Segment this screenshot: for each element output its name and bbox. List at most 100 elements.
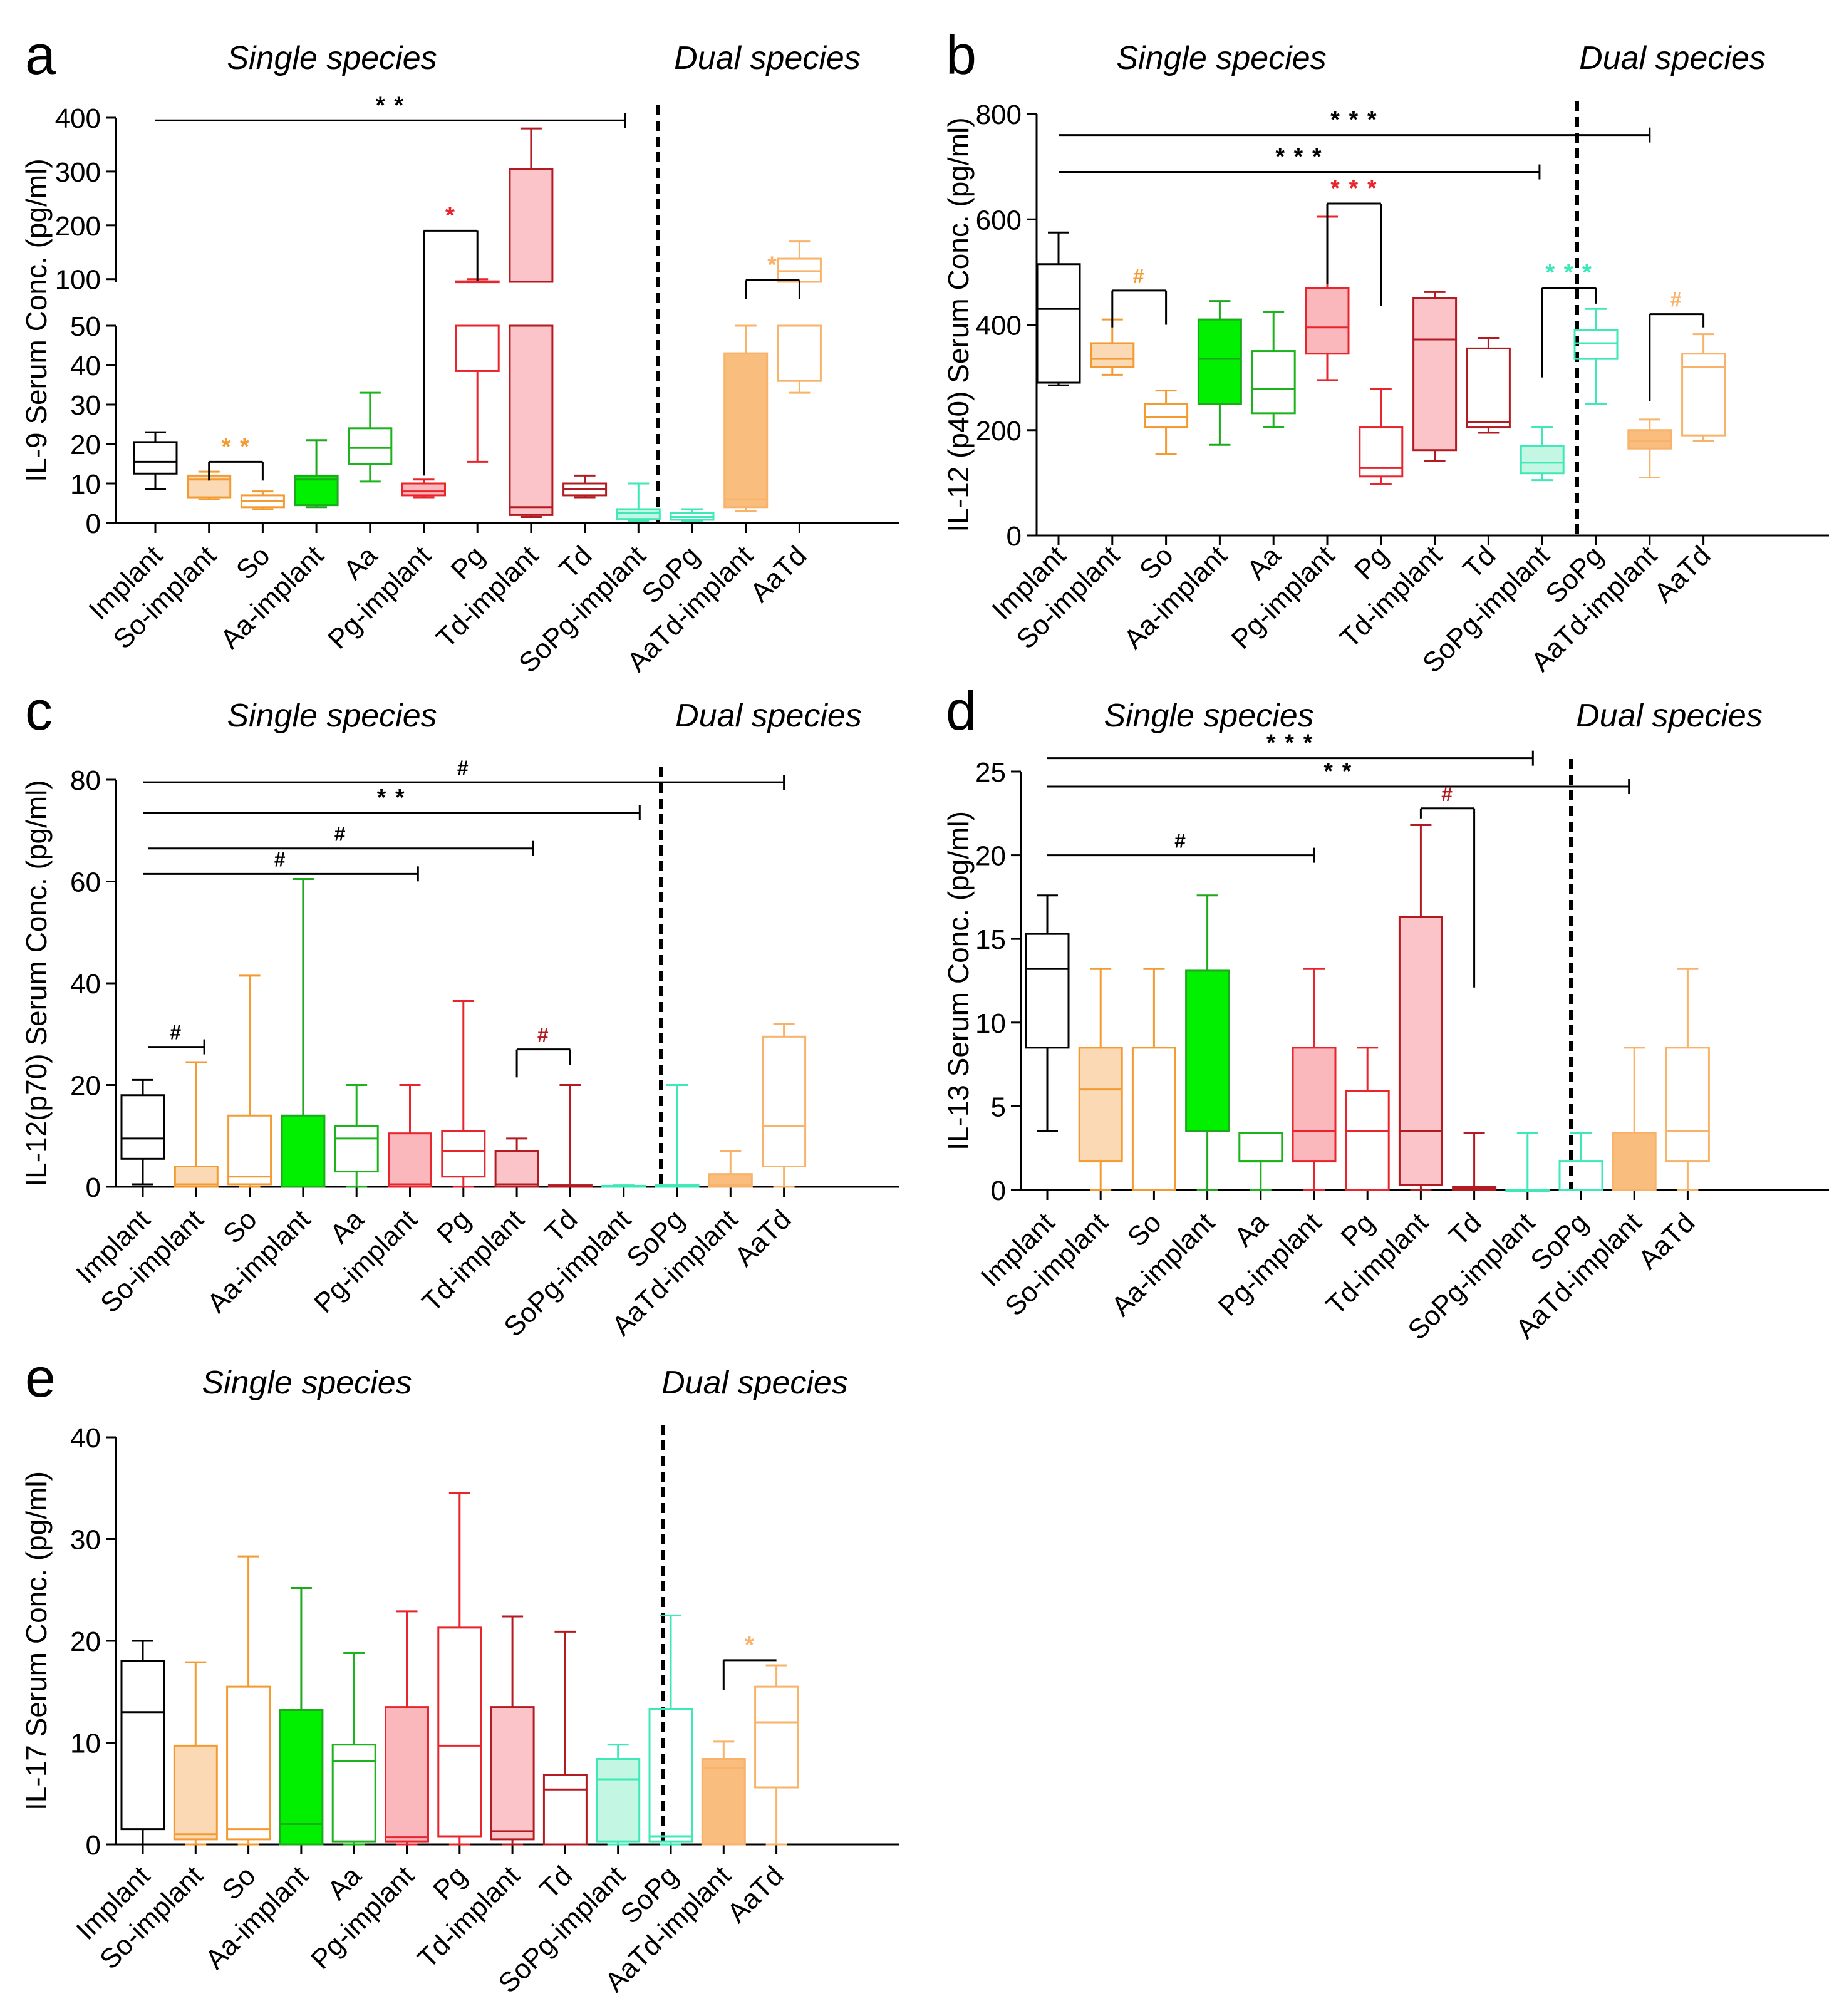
box-body	[723, 352, 769, 509]
panel-c: Single species Dual species 0 20 40 60 80 IL-12…	[20, 698, 899, 1343]
box-AaTd	[754, 1664, 799, 1846]
box-body	[1251, 350, 1296, 415]
y-tick-label: 80	[70, 765, 101, 796]
box-Aa	[1251, 310, 1296, 429]
y-tick-label: 800	[976, 100, 1022, 130]
region-label-dual: Dual species	[674, 40, 861, 76]
box-body	[1412, 297, 1458, 452]
significance-marker: *	[722, 1632, 777, 1690]
sig-label: #	[1174, 830, 1187, 852]
box-Pg	[1359, 388, 1404, 485]
box-body	[648, 1708, 693, 1843]
region-label-single: Single species	[227, 40, 437, 76]
x-tick-label: Aa-implant	[1118, 540, 1233, 654]
panel-letter-b: b	[946, 24, 976, 86]
box-Pg-implant	[401, 478, 446, 499]
y-axis-label: IL-12(p70) Serum Conc. (pg/ml)	[20, 780, 53, 1186]
box-Td-implant	[494, 1137, 539, 1188]
significance-marker: #	[143, 848, 419, 882]
sig-label: #	[274, 848, 287, 871]
sig-label: * * *	[1275, 144, 1322, 170]
box-SoPg-implant	[601, 1184, 646, 1188]
significance-marker: * * *	[1059, 144, 1541, 180]
sig-label: *	[445, 202, 456, 229]
y-tick-label: 400	[55, 103, 101, 134]
box-Aa-implant	[279, 1587, 324, 1846]
box-body	[281, 1114, 326, 1188]
significance-marker: * * *	[1541, 260, 1597, 378]
box-So	[1144, 390, 1189, 455]
y-tick-label: 200	[55, 211, 101, 242]
box-AaTd-implant	[723, 324, 769, 512]
panel-e: Single species Dual species 0 10 20 30 40 IL-17…	[20, 1365, 899, 1999]
box-Aa	[1238, 1132, 1283, 1191]
box-body	[708, 1173, 753, 1188]
box-body	[455, 280, 500, 284]
sig-label: * *	[377, 785, 406, 811]
box-body	[509, 324, 554, 516]
y-tick-label: 20	[975, 841, 1006, 872]
box-Aa-implant	[294, 439, 339, 509]
box-body	[1665, 1047, 1710, 1163]
region-label-dual: Dual species	[1579, 40, 1766, 76]
sig-label: * *	[376, 92, 405, 118]
box-Aa-implant	[1185, 894, 1230, 1191]
panel-letter-e: e	[25, 1347, 56, 1409]
box-Td	[547, 1084, 593, 1188]
y-tick-label: 15	[975, 924, 1006, 955]
box-SoPg-implant	[1505, 1132, 1550, 1192]
significance-marker: * *	[208, 433, 264, 481]
box-AaTd	[1665, 968, 1710, 1191]
box-Td	[562, 474, 608, 499]
sig-label: * * *	[1266, 730, 1313, 757]
sig-label: #	[1133, 265, 1146, 287]
box-body	[1131, 1047, 1176, 1191]
box-Td	[542, 1630, 588, 1846]
y-axis-label: IL-12 (p40) Serum Conc. (pg/ml)	[942, 117, 975, 532]
region-label-dual: Dual species	[1576, 698, 1763, 734]
box-Implant	[1036, 231, 1081, 386]
x-tick-label: Td-implant	[417, 1204, 531, 1318]
y-tick-label: 200	[976, 416, 1022, 447]
x-tick-label: Pg-implant	[1213, 1207, 1327, 1321]
box-So	[226, 1555, 271, 1846]
sig-label: #	[537, 1024, 550, 1047]
x-tick-label: Pg-implant	[1226, 540, 1340, 654]
box-Td	[1452, 1132, 1497, 1191]
y-axis-label: IL-9 Serum Conc. (pg/ml)	[20, 158, 53, 482]
box-body	[133, 441, 178, 475]
box-Td-implant	[1398, 824, 1443, 1191]
box-body	[385, 1706, 429, 1843]
box-So-implant	[173, 1661, 218, 1846]
sig-label: * * *	[1330, 107, 1377, 133]
sig-label: #	[170, 1021, 182, 1044]
y-tick-label: 0	[86, 509, 101, 539]
y-tick-label: 100	[55, 265, 101, 296]
box-Pg-implant	[388, 1084, 432, 1188]
box-body	[120, 1094, 165, 1160]
significance-marker: #	[148, 1021, 205, 1055]
box-body	[1036, 263, 1081, 384]
box-body	[1398, 916, 1443, 1186]
box-AaTd	[1681, 333, 1726, 442]
x-tick-label: Td-implant	[1320, 1207, 1434, 1321]
x-tick-label: Aa-implant	[1106, 1207, 1220, 1321]
sig-label: #	[1441, 783, 1454, 805]
box-body	[331, 1744, 376, 1843]
box-SoPg	[648, 1614, 693, 1846]
box-body	[226, 1685, 271, 1841]
box-body	[120, 1660, 165, 1831]
box-SoPg-implant	[616, 482, 661, 522]
significance-marker: * * *	[1326, 175, 1382, 307]
box-body	[754, 1685, 799, 1789]
box-body	[490, 1706, 535, 1841]
x-tick-label: AaTd	[729, 1204, 797, 1272]
panel-d: Single species Dual species 0 5 10 15 20 25IL-1…	[942, 698, 1829, 1346]
box-body	[542, 1774, 588, 1846]
box-SoPg-implant	[1520, 426, 1565, 482]
sig-label: * *	[1323, 758, 1352, 785]
box-body	[1090, 342, 1135, 368]
x-tick-label: Pg-implant	[322, 540, 437, 654]
sig-label: #	[334, 823, 347, 845]
